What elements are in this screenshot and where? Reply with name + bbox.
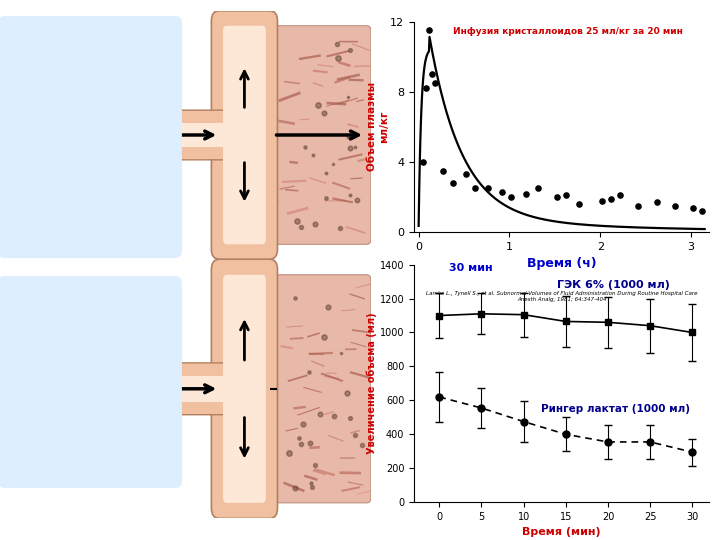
Text: NaCl 7%+декстран: NaCl 7%+декстран <box>14 176 158 190</box>
Point <box>633 201 644 210</box>
Point <box>505 193 517 201</box>
FancyBboxPatch shape <box>212 11 277 259</box>
Point <box>447 179 459 187</box>
Point <box>469 184 481 193</box>
Text: Lamke L., Tynell S., et al. Subnormal Volumes of Fluid Administration During Rou: Lamke L., Tynell S., et al. Subnormal Vo… <box>426 291 698 302</box>
FancyBboxPatch shape <box>173 363 231 415</box>
Point <box>687 204 698 212</box>
Point <box>420 84 431 93</box>
FancyBboxPatch shape <box>274 275 371 503</box>
Text: Инфузия кристаллоидов 25 мл/кг за 20 мин: Инфузия кристаллоидов 25 мл/кг за 20 мин <box>453 27 683 36</box>
Point <box>696 207 708 215</box>
Text: Желатин: Желатин <box>14 95 86 109</box>
Text: Альбумин: Альбумин <box>14 122 91 136</box>
Point <box>520 190 531 198</box>
Text: Кристаллоиды: Кристаллоиды <box>12 302 168 320</box>
Text: (Рингер,: (Рингер, <box>55 338 116 352</box>
Point <box>596 197 608 205</box>
Point <box>574 200 585 208</box>
Text: ГЭК: ГЭК <box>14 68 42 82</box>
Point <box>614 191 626 200</box>
Bar <box>176 376 223 402</box>
Point <box>496 187 508 196</box>
Point <box>482 184 494 193</box>
Point <box>426 70 438 78</box>
Point <box>418 158 429 166</box>
Text: 30 мин: 30 мин <box>449 263 492 273</box>
Text: Стерофундин): Стерофундин) <box>55 364 161 378</box>
Point <box>460 170 472 179</box>
FancyBboxPatch shape <box>274 26 371 244</box>
Point <box>669 201 680 210</box>
X-axis label: Время (мин): Время (мин) <box>522 528 601 537</box>
Y-axis label: Увеличение объема (мл): Увеличение объема (мл) <box>366 313 377 454</box>
Point <box>437 166 449 175</box>
Text: NaCl 7,2%+ГЭК,: NaCl 7,2%+ГЭК, <box>14 149 130 163</box>
Text: Рингер лактат (1000 мл): Рингер лактат (1000 мл) <box>541 404 690 414</box>
Y-axis label: Объем плазмы
мл/кг: Объем плазмы мл/кг <box>367 82 389 172</box>
Text: ГЭК 6% (1000 мл): ГЭК 6% (1000 мл) <box>557 280 670 291</box>
Point <box>651 198 662 207</box>
Point <box>560 191 572 200</box>
Point <box>423 26 435 35</box>
Text: Декстран: Декстран <box>14 203 89 217</box>
X-axis label: Время (ч): Время (ч) <box>527 258 596 271</box>
Point <box>606 194 617 203</box>
FancyBboxPatch shape <box>212 259 277 518</box>
Text: Коллоиды: Коллоиды <box>35 42 145 60</box>
FancyBboxPatch shape <box>223 26 266 244</box>
Point <box>551 193 562 201</box>
FancyBboxPatch shape <box>223 275 266 503</box>
Bar <box>176 123 223 147</box>
FancyBboxPatch shape <box>173 110 231 160</box>
Point <box>429 79 441 87</box>
Point <box>533 184 544 193</box>
